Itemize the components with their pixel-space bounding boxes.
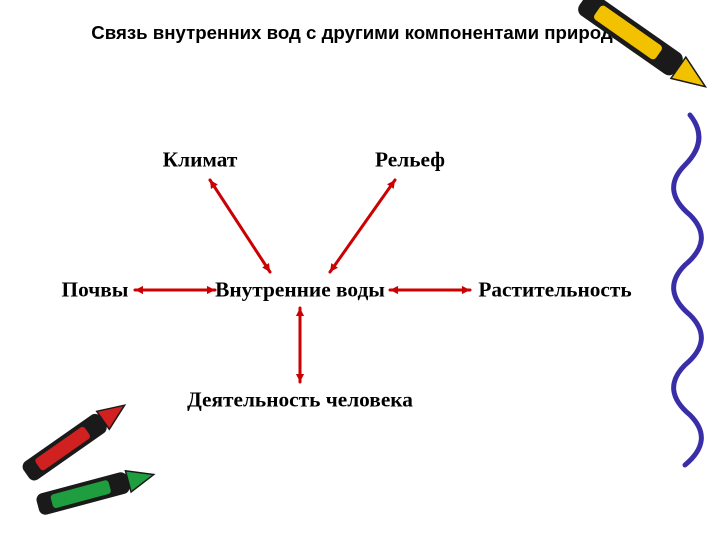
stage: Связь внутренних вод с другими компонент… [0, 0, 720, 540]
node-veg: Растительность [478, 278, 631, 303]
page-title: Связь внутренних вод с другими компонент… [0, 22, 720, 44]
decoration-squiggle-icon [0, 0, 720, 540]
node-center: Внутренние воды [215, 278, 385, 303]
arrows-layer [0, 0, 720, 540]
crayon-top-right-icon [0, 0, 720, 540]
node-climate: Климат [163, 148, 238, 173]
node-human: Деятельность человека [187, 388, 413, 413]
node-soils: Почвы [62, 278, 129, 303]
node-relief: Рельеф [375, 148, 445, 173]
